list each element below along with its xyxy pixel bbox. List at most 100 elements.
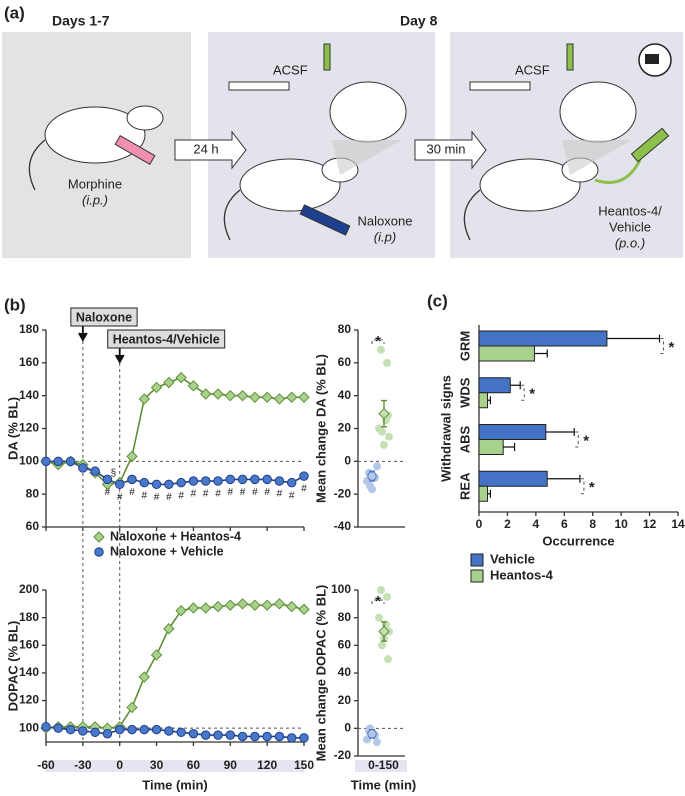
data-point <box>225 474 236 485</box>
data-point <box>163 622 175 635</box>
y-tick-label: 60 <box>26 519 40 533</box>
significance-mark: # <box>240 487 246 498</box>
legend-label: Naloxone + Vehicle <box>110 544 224 558</box>
drug-label: Morphine <box>68 176 122 191</box>
x-tick-label: 4 <box>533 517 540 531</box>
probe <box>323 43 331 71</box>
data-point <box>237 731 248 742</box>
mean-marker <box>367 729 377 739</box>
significance-star: * <box>375 593 381 610</box>
x-tick-label: 6 <box>561 517 568 531</box>
data-point <box>286 733 297 743</box>
event-arrow <box>114 348 125 364</box>
panel-label: (b) <box>4 295 26 314</box>
drug-label: ACSF <box>515 62 550 77</box>
y-tick-label: 60 <box>338 355 352 369</box>
data-point <box>262 474 272 485</box>
syringe <box>469 81 531 91</box>
data-point <box>378 427 386 436</box>
rat-tail <box>28 139 46 191</box>
data-point <box>378 641 386 650</box>
data-point <box>164 479 174 490</box>
axis-label: WDS <box>457 377 472 408</box>
error-bar <box>545 428 575 436</box>
legend-label: Naloxone + Heantos-4 <box>110 529 241 543</box>
significance-star: * <box>589 479 595 496</box>
significance-bracket <box>660 338 665 354</box>
data-point <box>377 345 385 354</box>
y-tick-label: 20 <box>338 693 352 707</box>
significance-mark: # <box>117 492 123 503</box>
x-tick-label: -30 <box>74 758 92 772</box>
significance-mark: # <box>301 484 307 495</box>
axis-label: DOPAC (% BL) <box>5 621 20 712</box>
data-point <box>41 456 51 467</box>
data-point <box>237 474 248 485</box>
x-tick-label: 14 <box>671 517 685 531</box>
y-tick-label: -40 <box>334 519 352 533</box>
y-tick-label: 120 <box>19 693 39 707</box>
rat <box>44 106 146 164</box>
x-tick-label: 60 <box>187 758 201 772</box>
drug-label: Heantos-4/ <box>598 203 662 218</box>
data-point <box>175 371 187 384</box>
brain-slice <box>329 81 407 143</box>
probe <box>566 43 574 71</box>
x-tick-label: 2 <box>504 517 511 531</box>
significance-bracket <box>521 384 525 401</box>
error-bar <box>503 443 516 451</box>
significance-mark: # <box>203 489 209 500</box>
data-point <box>90 727 100 738</box>
data-point <box>114 724 125 735</box>
panel-label: (c) <box>427 291 448 310</box>
significance-mark: # <box>277 489 283 500</box>
data-point <box>187 602 200 614</box>
data-point <box>298 603 310 616</box>
significance-star: * <box>529 386 535 403</box>
data-point <box>224 389 236 402</box>
y-tick-label: 40 <box>338 388 352 402</box>
legend-swatch <box>93 531 105 543</box>
mean-marker <box>378 408 390 420</box>
data-point <box>200 602 212 614</box>
data-point <box>375 613 383 622</box>
data-point <box>224 599 236 611</box>
period-label: Days 1-7 <box>52 13 110 29</box>
data-point <box>212 388 224 400</box>
significance-mark: # <box>166 492 172 503</box>
data-point <box>114 479 125 490</box>
y-tick-label: 80 <box>338 322 352 336</box>
y-tick-label: 160 <box>19 355 39 369</box>
bar <box>478 470 548 487</box>
data-point <box>373 462 381 471</box>
data-point <box>65 456 76 467</box>
data-point <box>65 724 76 735</box>
significance-bracket <box>575 431 579 448</box>
x-tick-label: 0-150 <box>368 758 399 772</box>
x-tick-label: 0 <box>116 758 123 772</box>
data-point <box>273 598 286 610</box>
data-point <box>127 724 137 735</box>
data-point <box>200 730 211 740</box>
y-tick-label: 40 <box>338 665 352 679</box>
error-bar <box>547 474 581 483</box>
data-point <box>274 476 285 486</box>
y-tick-label: 0 <box>344 721 351 735</box>
data-point <box>164 726 174 736</box>
data-point <box>200 388 212 400</box>
event-box <box>70 307 138 327</box>
y-tick-label: 140 <box>19 388 39 402</box>
axis-label: GRM <box>457 331 472 361</box>
data-point <box>262 731 272 742</box>
significance-mark: # <box>215 489 221 500</box>
y-tick-label: 100 <box>19 720 39 734</box>
data-point <box>150 381 163 394</box>
x-tick-label: -60 <box>37 758 55 772</box>
data-point <box>236 389 249 402</box>
legend-label: Vehicle <box>490 551 535 566</box>
legend-label: Heantos-4 <box>490 567 554 582</box>
y-tick-label: 140 <box>19 665 39 679</box>
rat <box>239 158 341 212</box>
data-point <box>250 474 260 485</box>
y-tick-label: 160 <box>19 637 39 651</box>
